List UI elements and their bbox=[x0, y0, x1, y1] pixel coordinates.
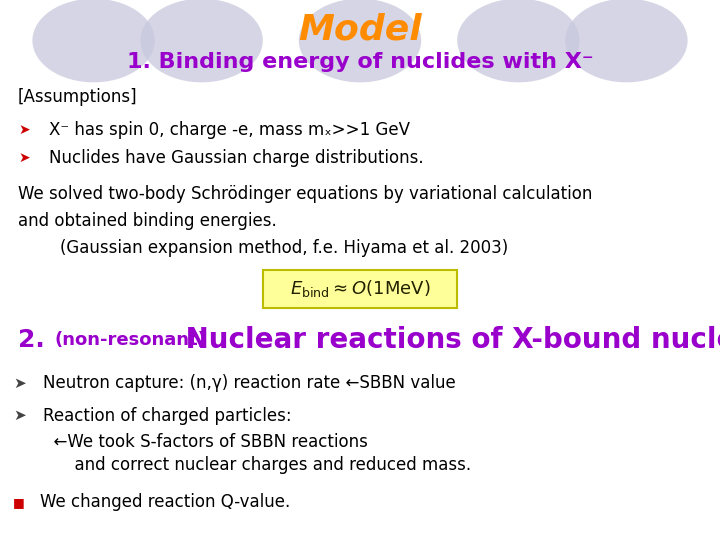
Text: Reaction of charged particles:: Reaction of charged particles: bbox=[43, 407, 292, 425]
Text: ➤: ➤ bbox=[18, 123, 30, 137]
Text: Nuclides have Gaussian charge distributions.: Nuclides have Gaussian charge distributi… bbox=[49, 148, 423, 167]
Text: ←We took S-factors of SBBN reactions: ←We took S-factors of SBBN reactions bbox=[43, 433, 368, 451]
Text: 2.: 2. bbox=[18, 328, 45, 352]
Text: 1. Binding energy of nuclides with X⁻: 1. Binding energy of nuclides with X⁻ bbox=[127, 52, 593, 72]
Text: We changed reaction Q-value.: We changed reaction Q-value. bbox=[40, 493, 290, 511]
Text: (non-resonant): (non-resonant) bbox=[54, 331, 206, 349]
Text: and obtained binding energies.: and obtained binding energies. bbox=[18, 212, 276, 231]
Ellipse shape bbox=[457, 0, 580, 82]
Ellipse shape bbox=[565, 0, 688, 82]
Ellipse shape bbox=[32, 0, 155, 82]
Text: $E_{\rm bind} \approx O(1{\rm MeV})$: $E_{\rm bind} \approx O(1{\rm MeV})$ bbox=[289, 279, 431, 299]
FancyBboxPatch shape bbox=[263, 270, 457, 308]
Text: Nuclear reactions of X-bound nuclei: Nuclear reactions of X-bound nuclei bbox=[176, 326, 720, 354]
Text: [Assumptions]: [Assumptions] bbox=[18, 88, 138, 106]
Ellipse shape bbox=[140, 0, 263, 82]
Ellipse shape bbox=[299, 0, 421, 82]
Text: (Gaussian expansion method, f.e. Hiyama et al. 2003): (Gaussian expansion method, f.e. Hiyama … bbox=[18, 239, 508, 258]
Text: ➤: ➤ bbox=[18, 151, 30, 165]
Text: We solved two-body Schrödinger equations by variational calculation: We solved two-body Schrödinger equations… bbox=[18, 185, 593, 204]
Text: Model: Model bbox=[298, 13, 422, 46]
Text: ➤: ➤ bbox=[13, 376, 26, 391]
Text: ➤: ➤ bbox=[13, 408, 26, 423]
Text: Neutron capture: (n,γ) reaction rate ←SBBN value: Neutron capture: (n,γ) reaction rate ←SB… bbox=[43, 374, 456, 393]
Text: and correct nuclear charges and reduced mass.: and correct nuclear charges and reduced … bbox=[43, 456, 472, 475]
Text: X⁻ has spin 0, charge -e, mass mₓ>>1 GeV: X⁻ has spin 0, charge -e, mass mₓ>>1 GeV bbox=[49, 120, 410, 139]
Text: ■: ■ bbox=[13, 496, 24, 509]
